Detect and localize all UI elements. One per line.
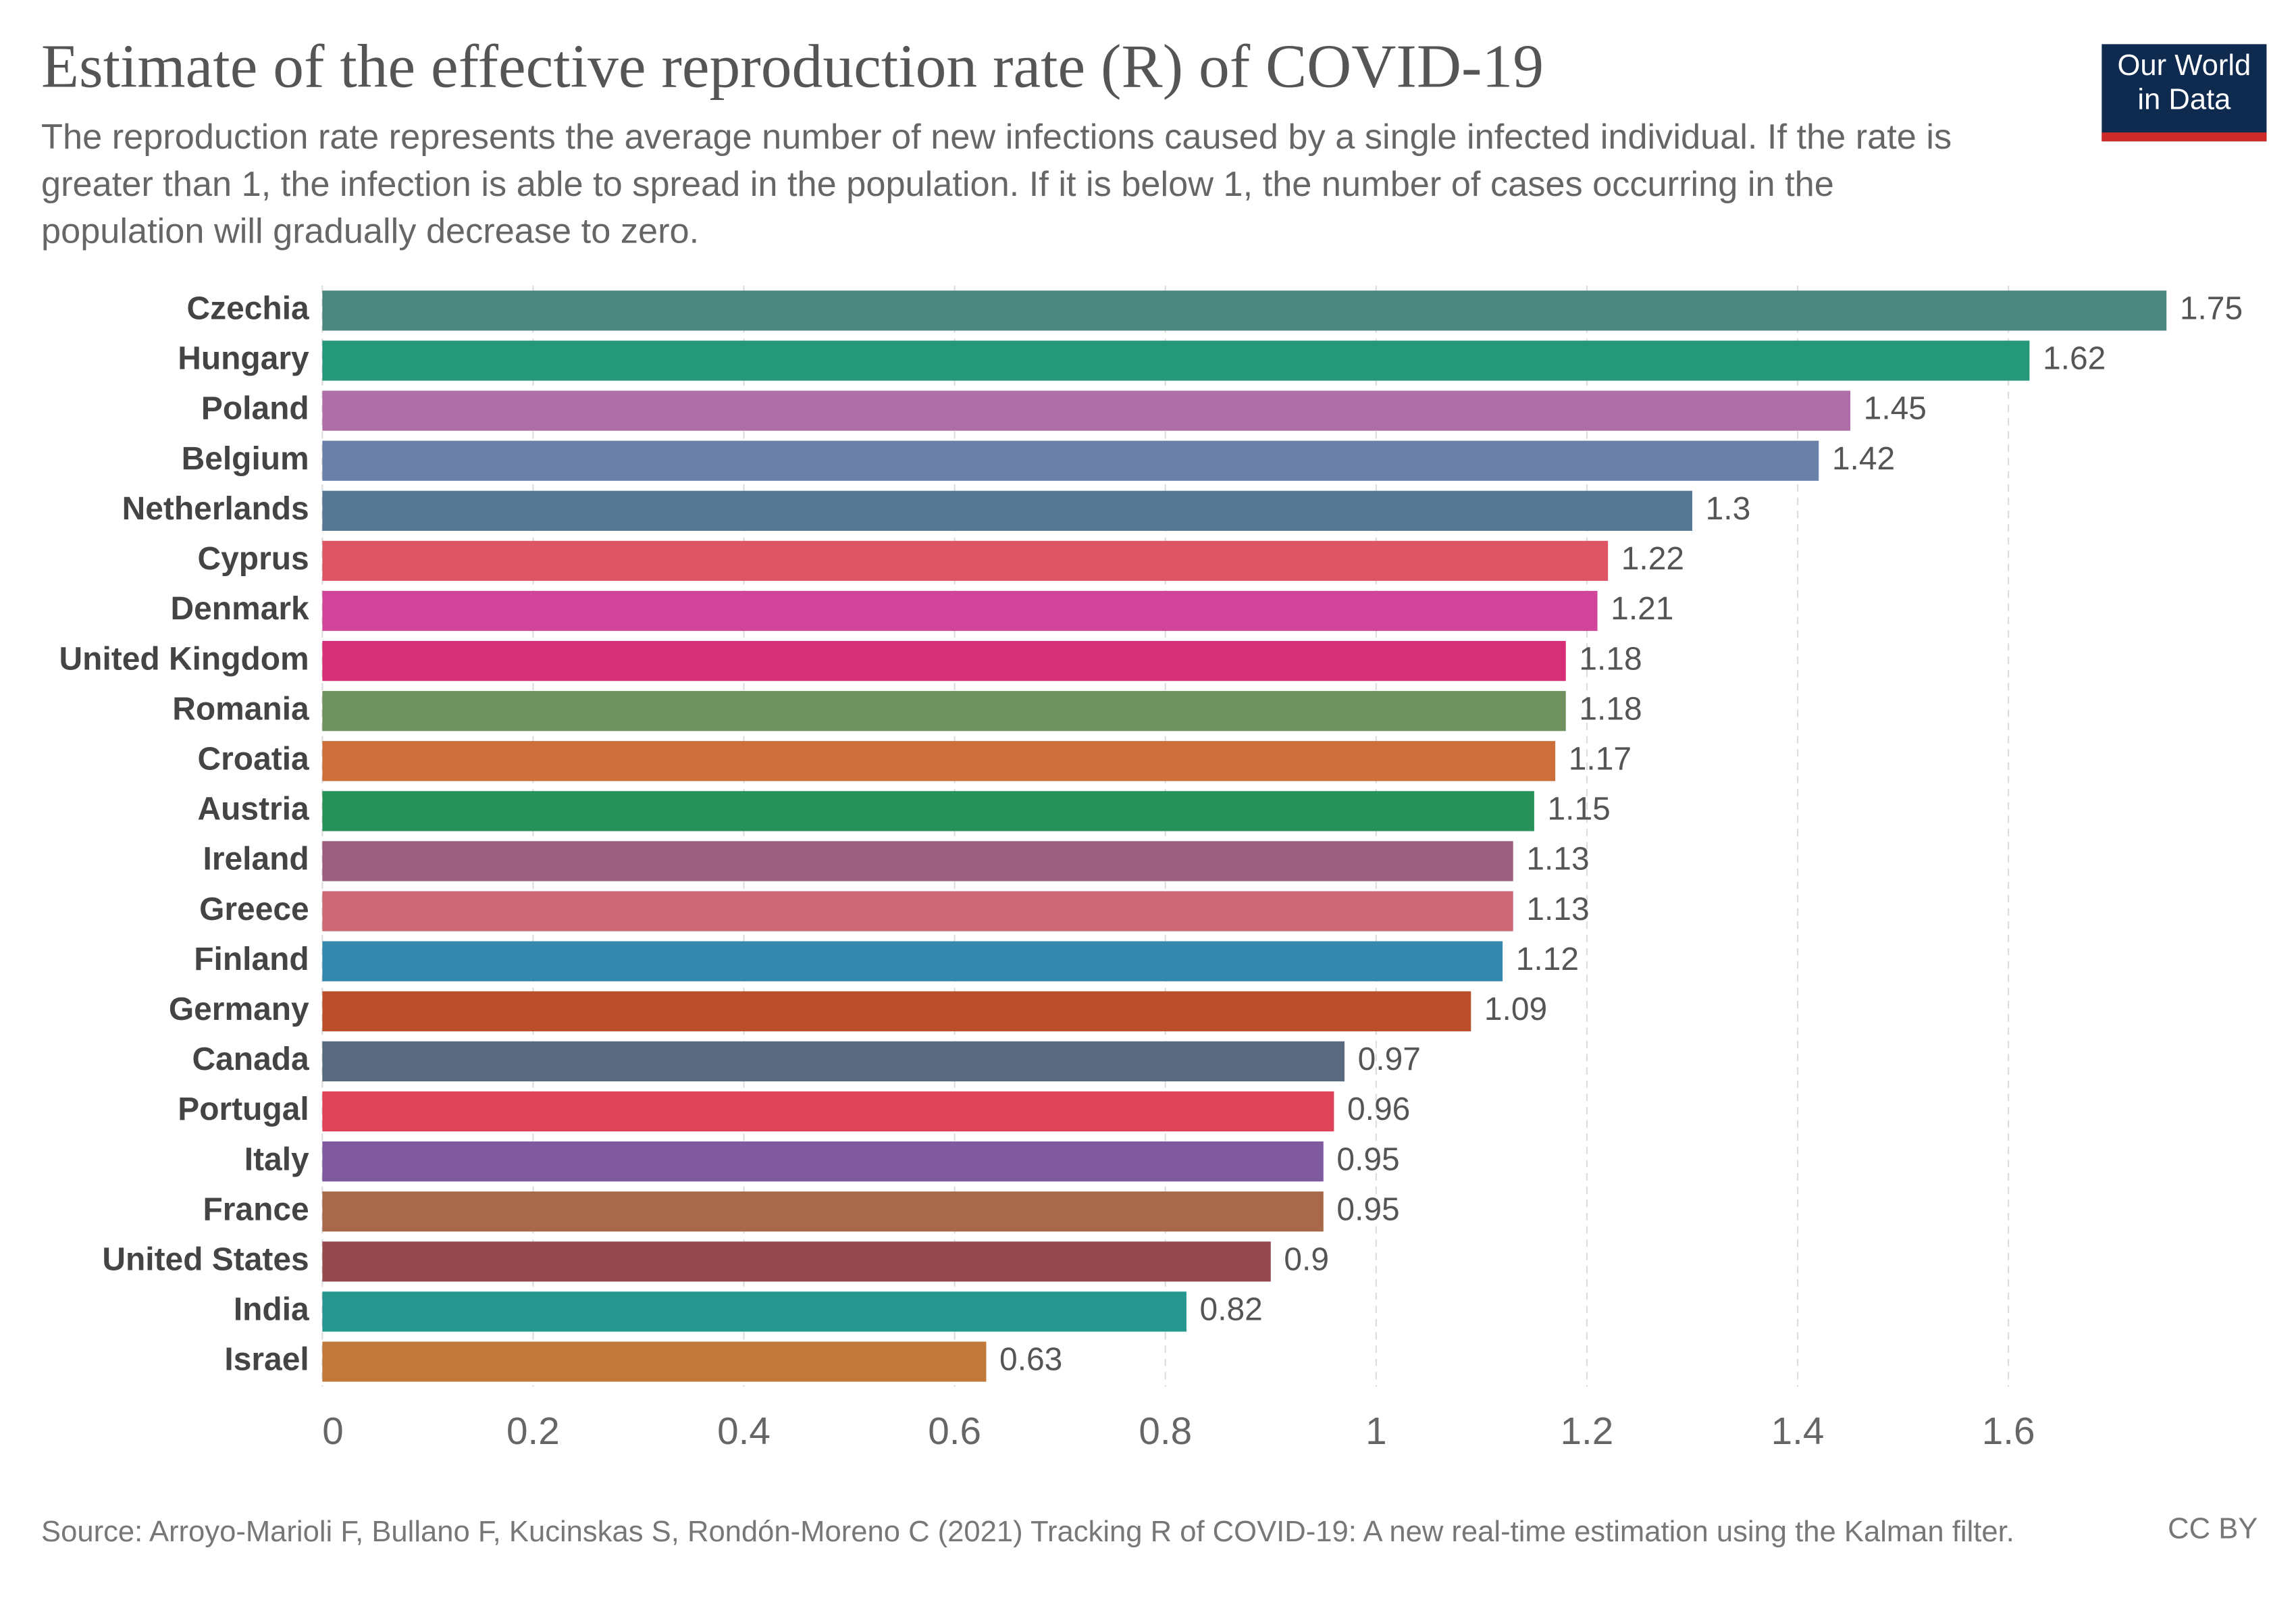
x-tick-label: 0.6 <box>928 1410 981 1453</box>
y-tick-label: Finland <box>194 942 309 977</box>
x-tick-label: 0.8 <box>1139 1410 1192 1453</box>
chart-title: Estimate of the effective reproduction r… <box>41 34 1544 102</box>
value-label: 1.15 <box>1548 792 1611 827</box>
y-tick-label: Greece <box>199 892 309 927</box>
value-label: 0.96 <box>1347 1091 1410 1127</box>
value-label: 1.12 <box>1516 942 1579 977</box>
y-tick-label: Netherlands <box>122 491 309 527</box>
value-label: 1.42 <box>1832 441 1895 477</box>
x-tick-label: 1 <box>1365 1410 1387 1453</box>
value-label: 1.13 <box>1526 842 1589 877</box>
bar <box>322 1191 1324 1232</box>
bar <box>322 991 1471 1031</box>
x-tick-label: 0.4 <box>717 1410 771 1453</box>
bar <box>322 891 1513 931</box>
bar <box>322 1091 1334 1132</box>
value-label: 0.95 <box>1336 1141 1399 1177</box>
value-label: 0.97 <box>1358 1041 1421 1077</box>
y-tick-label: Cyprus <box>198 541 309 577</box>
logo-line: Our World <box>2117 50 2251 83</box>
logo[interactable]: Our World in Data <box>2102 44 2267 142</box>
x-tick-label: 0.2 <box>506 1410 560 1453</box>
value-label: 1.09 <box>1484 992 1547 1027</box>
y-tick-label: Poland <box>201 391 309 427</box>
y-tick-label: Portugal <box>178 1091 309 1127</box>
bar <box>322 490 1692 531</box>
value-label: 1.21 <box>1611 591 1673 627</box>
value-label: 1.62 <box>2043 341 2106 377</box>
y-tick-label: Czechia <box>187 291 310 327</box>
bar <box>322 1291 1186 1332</box>
y-tick-label: Germany <box>169 992 309 1027</box>
value-label: 0.82 <box>1200 1292 1263 1328</box>
value-label: 1.18 <box>1579 641 1642 677</box>
value-label: 1.13 <box>1526 892 1589 927</box>
y-tick-label: United Kingdom <box>59 641 309 677</box>
x-tick-label: 1.6 <box>1982 1410 2035 1453</box>
bar <box>322 1241 1271 1282</box>
y-tick-label: Hungary <box>178 341 309 377</box>
y-tick-label: Croatia <box>198 741 309 777</box>
x-tick-label: 1.2 <box>1561 1410 1614 1453</box>
y-tick-label: India <box>234 1292 309 1328</box>
value-label: 1.17 <box>1569 741 1632 777</box>
value-label: 0.95 <box>1336 1191 1399 1227</box>
x-tick-label: 1.4 <box>1771 1410 1825 1453</box>
bar <box>322 440 1819 481</box>
bar <box>322 691 1566 731</box>
bar <box>322 640 1566 681</box>
y-tick-label: Canada <box>192 1041 310 1077</box>
y-tick-label: Denmark <box>171 591 310 627</box>
bar <box>322 841 1513 881</box>
y-tick-label: Romania <box>172 691 309 727</box>
bar <box>322 290 2167 331</box>
bar <box>322 941 1503 981</box>
y-tick-label: Ireland <box>203 842 309 877</box>
bar <box>322 1341 987 1382</box>
bar <box>322 590 1598 632</box>
y-tick-label: Italy <box>244 1141 309 1177</box>
chart-subtitle: The reproduction rate represents the ave… <box>41 118 1952 252</box>
y-tick-label: Austria <box>198 792 309 827</box>
bar <box>322 1141 1324 1182</box>
logo-line: in Data <box>2137 84 2231 117</box>
y-tick-label: Israel <box>224 1342 309 1378</box>
value-label: 1.75 <box>2180 291 2243 327</box>
y-tick-label: Belgium <box>182 441 309 477</box>
bar <box>322 791 1534 831</box>
value-label: 1.18 <box>1579 691 1642 727</box>
bar <box>322 741 1556 781</box>
y-tick-label: United States <box>102 1241 309 1277</box>
source-note: Source: Arroyo-Marioli F, Bullano F, Kuc… <box>41 1516 2014 1549</box>
value-label: 0.63 <box>999 1342 1062 1378</box>
y-tick-label: France <box>203 1191 309 1227</box>
bar <box>322 340 2030 381</box>
value-label: 1.22 <box>1621 541 1684 577</box>
bar <box>322 540 1609 582</box>
bar <box>322 1041 1345 1082</box>
value-label: 1.3 <box>1706 491 1751 527</box>
bar <box>322 390 1851 431</box>
value-label: 0.9 <box>1284 1241 1329 1277</box>
license[interactable]: CC BY <box>2168 1513 2258 1546</box>
value-label: 1.45 <box>1864 391 1927 427</box>
x-tick-label: 0 <box>322 1410 344 1453</box>
